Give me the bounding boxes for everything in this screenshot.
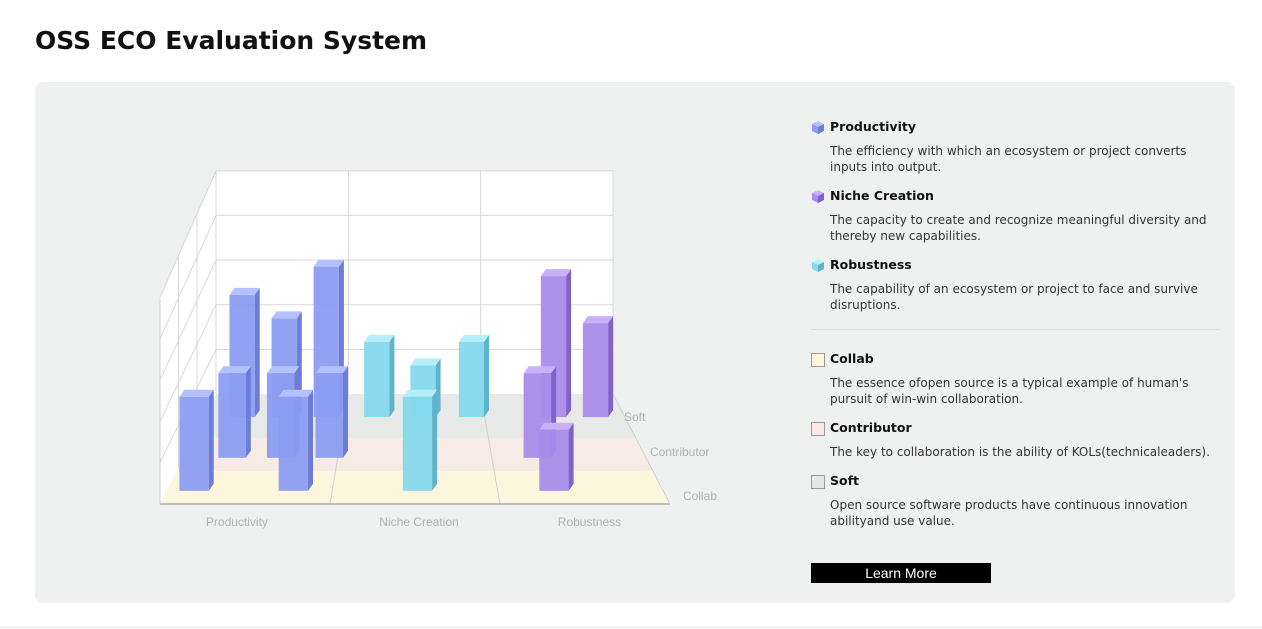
bar-top-robustness: [540, 269, 572, 277]
right-floor-edge: [612, 393, 671, 505]
bar-productivity: [179, 396, 209, 491]
x-tick-label: Niche Creation: [379, 515, 458, 529]
gridline: [159, 304, 217, 422]
bar-side-robustness: [566, 269, 572, 418]
bar-top-productivity: [271, 311, 302, 319]
bar-top-robustness: [582, 316, 614, 324]
legend-title: Productivity: [830, 119, 916, 134]
legend-title: Niche Creation: [830, 188, 934, 203]
soft-swatch-icon: [811, 475, 825, 489]
gridline: [159, 170, 217, 298]
legend-description: The key to collaboration is the ability …: [830, 445, 1210, 459]
legend-item-productivity: Productivity The efficiency with which a…: [811, 118, 1219, 175]
bar-side-niche-creation: [432, 389, 438, 491]
bar-top-niche-creation: [402, 389, 438, 397]
bar-side-productivity: [308, 389, 313, 491]
legend-title: Soft: [830, 473, 860, 488]
learn-more-button[interactable]: Learn More: [811, 563, 991, 583]
chart-panel: Productivity Niche Creation Robustness Coll…: [35, 82, 1235, 603]
legend-description: The capability of an ecosystem or projec…: [830, 282, 1198, 312]
bar-top-productivity: [229, 287, 260, 295]
legend-item-contributor: Contributor The key to collaboration is …: [811, 419, 1219, 460]
collab-swatch-icon: [811, 353, 825, 367]
bar-niche-creation: [364, 341, 390, 418]
bar-niche-creation: [458, 341, 485, 418]
bar-side-robustness: [608, 316, 614, 418]
legend-description: The efficiency with which an ecosystem o…: [830, 144, 1187, 174]
bar-top-niche-creation: [458, 334, 489, 342]
bar-top-productivity: [179, 389, 214, 397]
bar-top-productivity: [313, 259, 344, 267]
bar-robustness: [582, 323, 609, 418]
legend-item-niche-creation: Niche Creation The capacity to create an…: [811, 187, 1219, 244]
cube-blue-icon: [812, 121, 824, 134]
bar-top-productivity: [218, 366, 251, 374]
legend-title: Contributor: [830, 420, 912, 435]
x-tick-label: Productivity: [206, 515, 268, 529]
legend: Productivity The efficiency with which a…: [811, 118, 1219, 541]
cube-cyan-icon: [812, 259, 824, 272]
bar-side-productivity: [245, 366, 251, 458]
legend-divider: [811, 329, 1219, 330]
bar-top-productivity: [278, 389, 313, 397]
legend-description: Open source software products have conti…: [830, 498, 1188, 528]
bar-side-productivity: [343, 366, 348, 458]
bar-top-robustness: [539, 422, 574, 430]
x-tick-label: Robustness: [558, 515, 621, 529]
page-footer-band: [0, 626, 1262, 629]
bar-top-niche-creation: [364, 334, 395, 342]
bar-side-productivity: [208, 389, 214, 491]
bar-robustness: [539, 429, 569, 491]
gridline: [159, 259, 217, 381]
depth-tick-label: Collab: [683, 489, 717, 503]
legend-item-collab: Collab The essence ofopen source is a ty…: [811, 350, 1219, 407]
bar-top-niche-creation: [410, 358, 441, 366]
chart-3d-bar: Productivity Niche Creation Robustness Coll…: [159, 170, 717, 529]
legend-description: The capacity to create and recognize mea…: [830, 213, 1207, 243]
bar-top-productivity: [266, 366, 300, 374]
cube-purple-icon: [812, 190, 824, 203]
page-title: OSS ECO Evaluation System: [35, 26, 428, 55]
depth-tick-label: Soft: [624, 410, 646, 424]
legend-description: The essence ofopen source is a typical e…: [830, 376, 1189, 406]
bar-side-niche-creation: [389, 334, 395, 418]
bar-productivity: [218, 373, 246, 458]
legend-item-soft: Soft Open source software products have …: [811, 472, 1219, 529]
bar-side-robustness: [568, 422, 574, 491]
bar-productivity: [278, 396, 308, 491]
legend-title: Collab: [830, 351, 874, 366]
bar-side-niche-creation: [484, 334, 489, 418]
legend-item-robustness: Robustness The capability of an ecosyste…: [811, 256, 1219, 313]
bar-top-robustness: [523, 366, 557, 374]
gridline: [159, 215, 217, 339]
bar-side-productivity: [254, 287, 260, 418]
contributor-swatch-icon: [811, 422, 825, 436]
bar-top-productivity: [315, 366, 348, 374]
legend-title: Robustness: [830, 257, 912, 272]
bar-niche-creation: [402, 396, 433, 491]
depth-tick-label: Contributor: [650, 445, 709, 459]
bar-productivity: [315, 373, 343, 458]
